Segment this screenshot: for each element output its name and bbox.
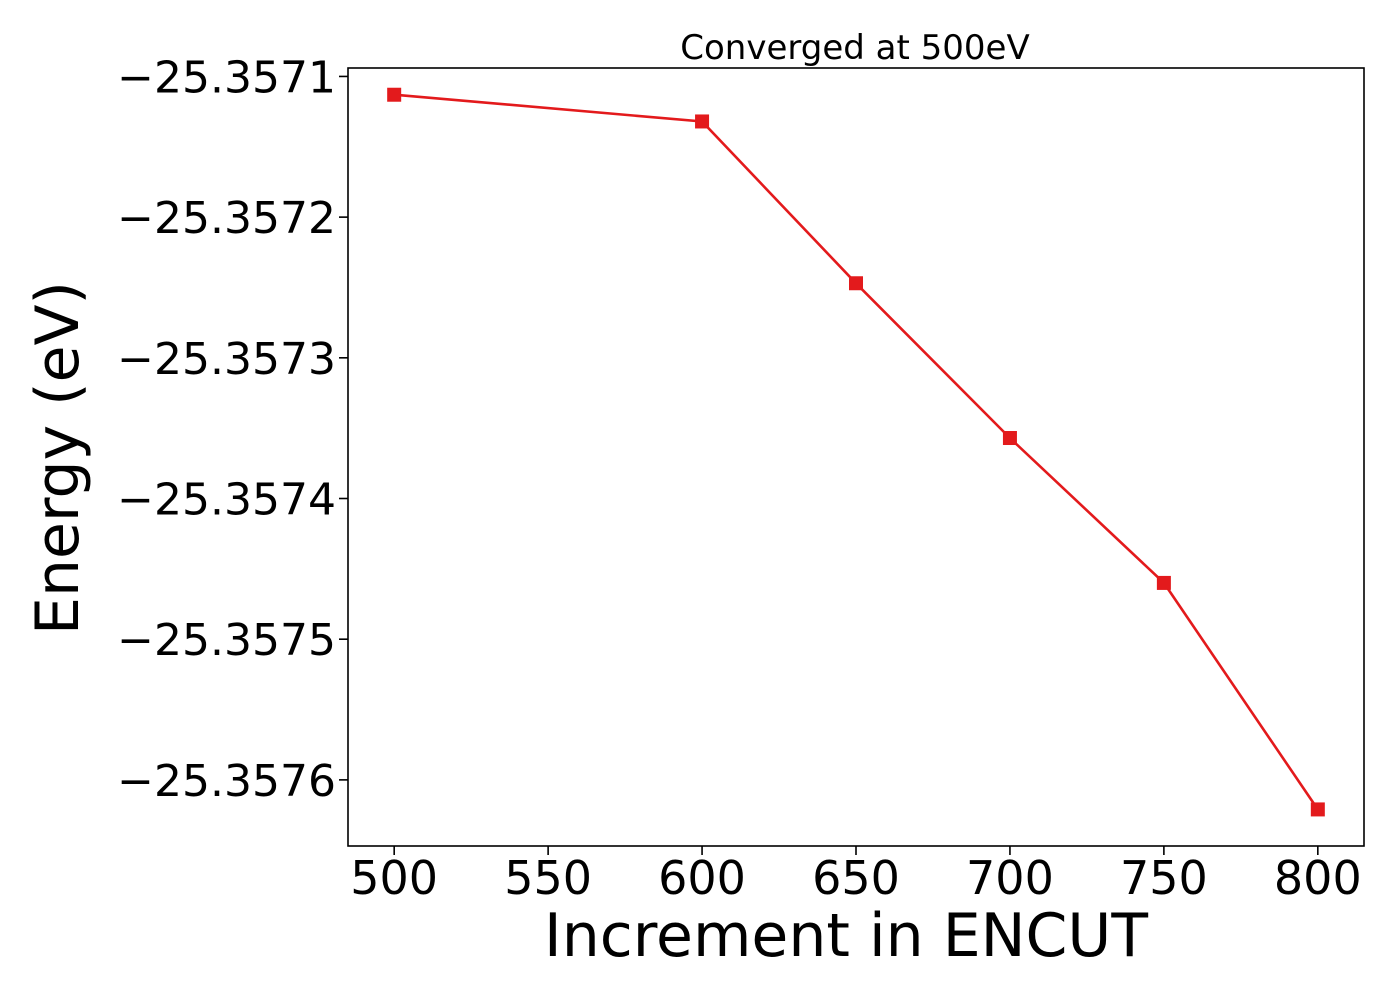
y-tick-label: −25.3573 xyxy=(117,334,336,385)
x-tick-label: 500 xyxy=(350,851,438,905)
y-tick-label: −25.3572 xyxy=(117,193,336,244)
series-line xyxy=(394,93,1319,811)
y-tick-label: −25.3575 xyxy=(117,615,336,666)
y-axis: −25.3571 −25.3572 −25.3573 −25.3574 −25.3575… xyxy=(117,52,348,807)
data-point xyxy=(849,276,863,291)
x-axis-title: Increment in ENCUT xyxy=(544,901,1148,971)
plot-background xyxy=(348,68,1364,846)
data-point xyxy=(1156,575,1171,590)
y-tick-label: −25.3574 xyxy=(117,475,336,526)
x-tick-label: 550 xyxy=(504,851,592,905)
series-layer xyxy=(387,87,1325,817)
plot-frame xyxy=(347,67,1365,847)
data-point xyxy=(387,87,402,102)
y-tick-label: −25.3571 xyxy=(117,52,336,103)
x-tick-label: 650 xyxy=(812,851,900,905)
x-tick-label: 700 xyxy=(966,851,1054,905)
x-tick-label: 600 xyxy=(658,851,746,905)
data-point xyxy=(1310,802,1325,817)
data-point xyxy=(1002,431,1017,446)
x-axis: 500 550 600 650 700 750 800 xyxy=(350,846,1362,905)
x-tick-label: 800 xyxy=(1274,851,1362,905)
y-axis-title: Energy (eV) xyxy=(23,281,93,635)
x-tick-label: 750 xyxy=(1120,851,1208,905)
y-tick-label: −25.3576 xyxy=(117,756,336,807)
data-point xyxy=(695,114,710,129)
chart-title: Converged at 500eV xyxy=(680,28,1029,68)
